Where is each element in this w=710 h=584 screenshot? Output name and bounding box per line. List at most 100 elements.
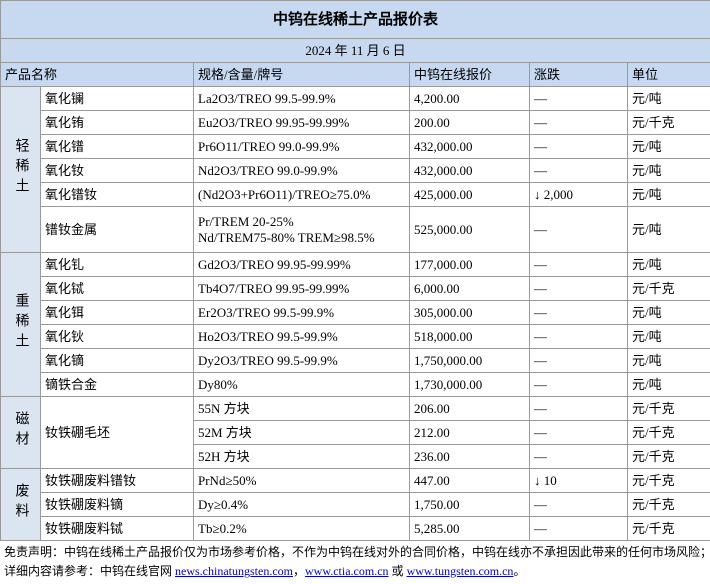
product-name: 氧化铕 (41, 111, 194, 135)
product-name: 钕铁硼废料镨钕 (41, 469, 194, 493)
product-name: 镝铁合金 (41, 373, 194, 397)
unit: 元/吨 (628, 253, 710, 277)
price: 425,000.00 (410, 183, 530, 207)
price: 305,000.00 (410, 301, 530, 325)
change: — (530, 349, 628, 373)
price: 5,285.00 (410, 517, 530, 541)
group-label: 废料 (13, 483, 29, 523)
change: — (530, 253, 628, 277)
spec: Tb4O7/TREO 99.95-99.99% (194, 277, 410, 301)
column-header: 涨跌 (530, 63, 628, 87)
change: — (530, 445, 628, 469)
product-name: 氧化铽 (41, 277, 194, 301)
spec: Tb≥0.2% (194, 517, 410, 541)
column-header: 产品名称 (1, 63, 194, 87)
price: 1,730,000.00 (410, 373, 530, 397)
change: — (530, 111, 628, 135)
unit: 元/千克 (628, 277, 710, 301)
change: — (530, 135, 628, 159)
price: 6,000.00 (410, 277, 530, 301)
product-name: 氧化镨 (41, 135, 194, 159)
price: 200.00 (410, 111, 530, 135)
reference-text: 。 (513, 564, 525, 578)
price: 525,000.00 (410, 207, 530, 253)
column-header: 规格/含量/牌号 (194, 63, 410, 87)
price: 1,750.00 (410, 493, 530, 517)
spec: Eu2O3/TREO 99.95-99.99% (194, 111, 410, 135)
price: 518,000.00 (410, 325, 530, 349)
unit: 元/千克 (628, 445, 710, 469)
price: 212.00 (410, 421, 530, 445)
unit: 元/吨 (628, 373, 710, 397)
reference: 详细内容请参考：中钨在线官网 news.chinatungsten.com，ww… (4, 562, 706, 581)
price: 447.00 (410, 469, 530, 493)
spec: Er2O3/TREO 99.5-99.9% (194, 301, 410, 325)
row: 氧化镨钕(Nd2O3+Pr6O11)/TREO≥75.0%425,000.00↓… (1, 183, 710, 207)
date: 2024 年 11 月 6 日 (1, 39, 710, 63)
product-name: 氧化钬 (41, 325, 194, 349)
unit: 元/吨 (628, 301, 710, 325)
header-row: 产品名称规格/含量/牌号中钨在线报价涨跌单位 (1, 63, 710, 87)
price: 206.00 (410, 397, 530, 421)
spec: Gd2O3/TREO 99.95-99.99% (194, 253, 410, 277)
product-name: 氧化镨钕 (41, 183, 194, 207)
unit: 元/吨 (628, 325, 710, 349)
disclaimer: 免责声明：中钨在线稀土产品报价仅为市场参考价格，不作为中钨在线对外的合同价格，中… (4, 543, 706, 562)
unit: 元/千克 (628, 493, 710, 517)
unit: 元/吨 (628, 349, 710, 373)
spec: La2O3/TREO 99.5-99.9% (194, 87, 410, 111)
price: 4,200.00 (410, 87, 530, 111)
spec: Pr/TREM 20-25%Nd/TREM75-80% TREM≥98.5% (194, 207, 410, 253)
spec: 52H 方块 (194, 445, 410, 469)
change: — (530, 87, 628, 111)
unit: 元/千克 (628, 421, 710, 445)
price: 432,000.00 (410, 135, 530, 159)
product-name: 钕铁硼废料铽 (41, 517, 194, 541)
change: — (530, 159, 628, 183)
group-label: 磁材 (13, 411, 29, 451)
price-table: 中钨在线稀土产品报价表 2024 年 11 月 6 日 产品名称规格/含量/牌号… (0, 0, 710, 541)
unit: 元/吨 (628, 159, 710, 183)
unit: 元/吨 (628, 135, 710, 159)
unit: 元/吨 (628, 183, 710, 207)
column-header: 中钨在线报价 (410, 63, 530, 87)
reference-text: 详细内容请参考：中钨在线官网 (4, 564, 175, 578)
column-header: 单位 (628, 63, 710, 87)
spec: Dy80% (194, 373, 410, 397)
unit: 元/千克 (628, 517, 710, 541)
spec: 55N 方块 (194, 397, 410, 421)
spec-line: Pr/TREM 20-25% (198, 214, 405, 230)
group-cell: 废料 (1, 469, 41, 541)
change: — (530, 397, 628, 421)
spec: Pr6O11/TREO 99.0-99.9% (194, 135, 410, 159)
product-name: 氧化钆 (41, 253, 194, 277)
link[interactable]: www.tungsten.com.cn (407, 564, 514, 578)
change: — (530, 421, 628, 445)
change: — (530, 517, 628, 541)
reference-text: ， (293, 564, 305, 578)
spec: Dy≥0.4% (194, 493, 410, 517)
price: 1,750,000.00 (410, 349, 530, 373)
change: — (530, 277, 628, 301)
product-name: 氧化镝 (41, 349, 194, 373)
link[interactable]: news.chinatungsten.com (175, 564, 293, 578)
unit: 元/吨 (628, 87, 710, 111)
link[interactable]: www.ctia.com.cn (305, 564, 389, 578)
spec: Dy2O3/TREO 99.5-99.9% (194, 349, 410, 373)
unit: 元/千克 (628, 397, 710, 421)
group-label: 轻稀土 (13, 138, 29, 198)
product-name: 氧化镧 (41, 87, 194, 111)
product-name: 钕铁硼毛坯 (41, 397, 194, 469)
footer: 免责声明：中钨在线稀土产品报价仅为市场参考价格，不作为中钨在线对外的合同价格，中… (0, 541, 710, 584)
